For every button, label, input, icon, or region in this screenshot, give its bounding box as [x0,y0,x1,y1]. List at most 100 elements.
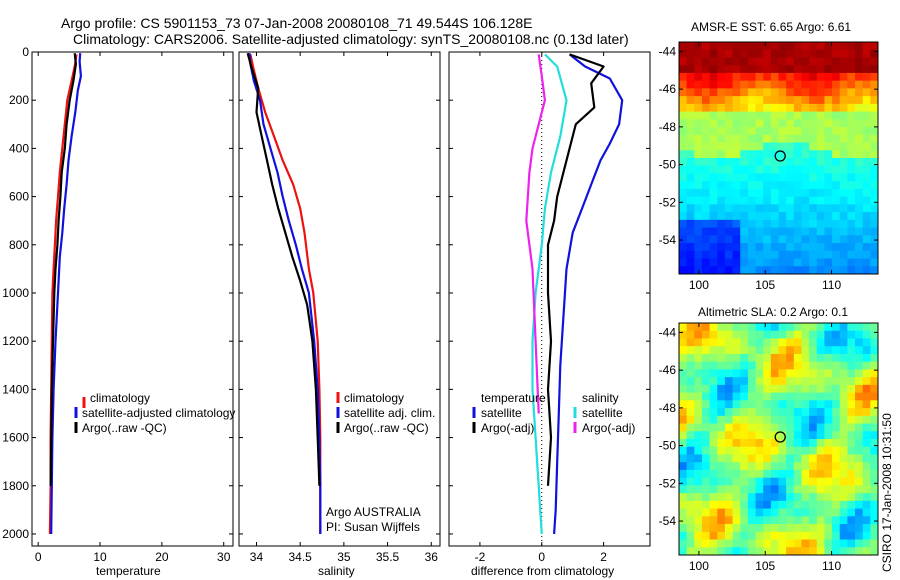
heatmap-cell [862,158,871,167]
heatmap-cell [809,258,818,267]
heatmap-cell [770,103,780,113]
heatmap-cell [809,165,818,175]
heatmap-cell [679,243,688,252]
figure-title-line2: Climatology: CARS2006. Satellite-adjuste… [73,31,629,47]
heatmap-cell [717,508,726,517]
difference-legend: temperature satellite Argo(-adj) salinit… [472,391,635,435]
heatmap-cell [778,439,787,448]
heatmap-cell [786,250,795,260]
heatmap-cell [747,119,757,128]
heatmap-cell [724,103,734,113]
heatmap-cell [694,423,703,432]
argo-float-marker [774,150,786,162]
heatmap-cell [717,250,726,260]
heatmap-cell [740,88,749,97]
heatmap-cell [855,88,864,97]
heatmap-cell [763,173,772,182]
heatmap-cell [732,400,741,409]
heatmap-cell [862,547,871,555]
heatmap-cell [747,258,757,267]
heatmap-cell [679,173,688,182]
heatmap-cell [701,65,711,74]
argo-float-marker [774,431,786,443]
heatmap-cell [686,42,695,51]
heatmap-cell [717,415,726,425]
heatmap-cell [724,330,734,340]
heatmap-cell [717,477,726,486]
heatmap-cell [686,72,695,82]
heatmap-cell [832,65,841,74]
heatmap-cell [679,219,688,229]
y-tick-label: -54 [659,233,677,247]
heatmap-cell [801,454,810,463]
heatmap-cell [717,188,726,198]
heatmap-cell [832,250,841,260]
heatmap-cell [786,408,795,417]
heatmap-cell [855,204,864,213]
heatmap-cell [824,400,833,409]
heatmap-cell [724,353,734,363]
heatmap-cell [679,227,688,236]
heatmap-cell [824,346,833,355]
heatmap-cell [709,500,718,510]
heatmap-cell [694,377,703,386]
heatmap-cell [747,462,757,471]
heatmap-cell [801,423,810,432]
heatmap-cell [724,42,734,51]
heatmap-cell [701,235,711,244]
heatmap-cell [870,415,878,425]
heatmap-cell [778,173,787,182]
heatmap-cell [717,72,726,82]
heatmap-cell [793,330,803,340]
heatmap-cell [793,266,803,274]
heatmap-cell [793,258,803,267]
heatmap-cell [855,235,864,244]
heatmap-cell [701,323,711,332]
heatmap-cell [855,384,864,394]
heatmap-cell [809,235,818,244]
heatmap-cell [747,266,757,274]
heatmap-cell [862,423,871,432]
heatmap-cell [809,49,818,59]
heatmap-cell [870,431,878,440]
heatmap-cell [832,88,841,97]
heatmap-cell [786,369,795,378]
heatmap-cell [732,500,741,510]
heatmap-cell [770,227,780,236]
heatmap-cell [832,384,841,394]
heatmap-cell [740,243,749,252]
heatmap-cell [862,42,871,51]
heatmap-cell [847,258,856,267]
heatmap-cell [778,469,787,479]
heatmap-cell [839,103,848,113]
heatmap-cell [809,469,818,479]
heatmap-cell [855,127,864,136]
heatmap-cell [816,103,826,113]
heatmap-cell [778,361,787,370]
heatmap-cell [747,204,757,213]
heatmap-cell [870,235,878,244]
heatmap-cell [855,212,864,221]
heatmap-cell [679,384,688,394]
heatmap-cell [847,547,856,555]
heatmap-cell [747,400,757,409]
series-line-argo-raw-qc- [49,53,78,486]
heatmap-cell [724,361,734,370]
heatmap-cell [847,469,856,479]
heatmap-cell [770,361,780,370]
heatmap-cell [732,134,741,144]
heatmap-cell [786,508,795,517]
heatmap-cell [724,485,734,494]
legend-label-sal-satellite: satellite [582,406,623,420]
heatmap-cell [724,431,734,440]
heatmap-cell [717,42,726,51]
heatmap-cell [778,323,787,332]
heatmap-cell [717,243,726,252]
heatmap-cell [793,111,803,120]
heatmap-cell [809,103,818,113]
heatmap-cell [694,235,703,244]
heatmap-cell [824,415,833,425]
heatmap-cell [686,431,695,440]
heatmap-cell [709,49,718,59]
heatmap-cell [686,392,695,401]
